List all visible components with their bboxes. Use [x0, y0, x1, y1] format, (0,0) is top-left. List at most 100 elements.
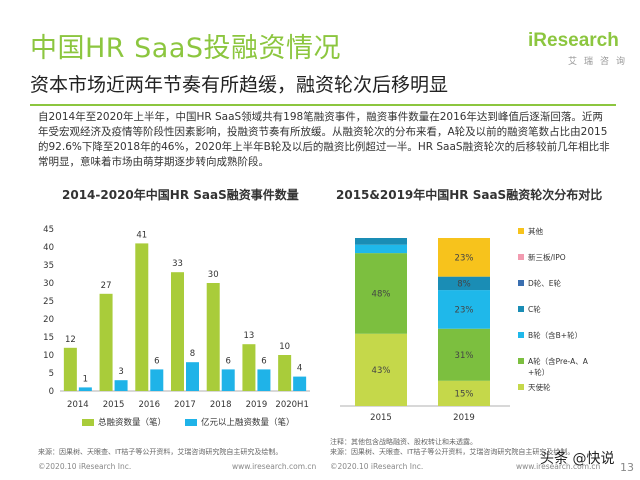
bar-total-2020H1 [278, 355, 292, 391]
logo-text: iResearch [528, 30, 619, 51]
y-tick-label: 35 [43, 261, 54, 271]
x-tick-label: 2017 [174, 400, 196, 410]
page-number: 13 [620, 461, 634, 474]
bar-large-2017 [186, 362, 199, 391]
bar-total-2019 [242, 344, 256, 391]
footer-left-copyright: ©2020.10 iResearch Inc. [38, 462, 132, 471]
data-label: 8 [190, 349, 195, 359]
x-tick-label: 2019 [453, 413, 475, 423]
bar-large-2016 [150, 369, 164, 391]
data-label: 10 [279, 342, 290, 352]
header-divider [30, 104, 616, 106]
data-label: 1 [83, 374, 88, 384]
x-tick-label: 2018 [210, 400, 232, 410]
y-tick-label: 25 [43, 297, 54, 307]
legend-swatch-0 [82, 419, 94, 426]
logo-subtext: 艾瑞咨询 [568, 57, 633, 67]
data-label: 6 [154, 356, 159, 366]
segment-label: 8% [457, 279, 471, 289]
segment-label: 31% [455, 351, 474, 361]
data-label: 27 [101, 281, 112, 291]
bar-total-2018 [206, 283, 220, 391]
legend-label-0: 其他 [528, 226, 543, 236]
data-label: 41 [136, 230, 147, 240]
legend-label-3: C轮 [528, 304, 541, 314]
x-tick-label: 2019 [246, 400, 268, 410]
bar-total-2015 [99, 293, 113, 391]
y-tick-label: 45 [43, 225, 54, 235]
y-tick-label: 40 [43, 243, 54, 253]
legend-swatch-3 [518, 306, 524, 312]
y-tick-label: 15 [43, 333, 54, 343]
legend-label-0: 总融资数量（笔） [98, 417, 166, 428]
legend-swatch-1 [185, 419, 197, 426]
segment-label: 23% [455, 253, 474, 263]
bar-large-2018 [221, 369, 235, 391]
legend-swatch-6 [518, 384, 524, 390]
bar-large-2014 [78, 387, 92, 391]
data-label: 4 [297, 364, 302, 374]
legend-swatch-5 [518, 358, 524, 364]
segment-2015-0 [355, 333, 407, 406]
legend-swatch-1 [518, 254, 524, 260]
page-subtitle: 资本市场近两年节奏有所趋缓，融资轮次后移明显 [30, 74, 449, 96]
x-tick-label: 2015 [370, 413, 392, 423]
segment-label: 43% [372, 366, 391, 376]
segment-2019-2 [438, 290, 490, 329]
page-title: 中国HR SaaS投融资情况 [30, 33, 342, 64]
segment-2019-1 [438, 328, 490, 381]
segment-label: 15% [455, 389, 474, 399]
y-tick-label: 30 [43, 279, 54, 289]
legend-label-1: 新三板/IPO [528, 252, 566, 262]
x-tick-label: 2015 [103, 400, 125, 410]
bar-large-2020H1 [293, 376, 307, 391]
segment-2019-6 [438, 238, 490, 277]
right-source-note: 来源：因果树、天眼查、IT桔子等公开资料，艾瑞咨询研究院自主研究及绘制。 [330, 448, 575, 456]
right-note: 注释：其他包含战略融资、股权转让和未透露。 [330, 438, 477, 446]
bar-total-2016 [135, 243, 149, 391]
bar-total-2017 [171, 272, 184, 391]
bar-total-2014 [63, 347, 77, 391]
y-tick-label: 20 [43, 315, 54, 325]
data-label: 12 [65, 335, 76, 345]
segment-2019-0 [438, 380, 490, 406]
y-tick-label: 10 [43, 351, 54, 361]
legend-label-2: D轮、E轮 [528, 278, 562, 288]
data-label: 30 [208, 270, 219, 280]
legend-label-6: 天使轮 [528, 382, 551, 392]
data-label: 6 [261, 356, 266, 366]
bar-large-2015 [114, 380, 128, 391]
left-chart-title: 2014-2020年中国HR SaaS融资事件数量 [62, 188, 299, 202]
legend-label-1: 亿元以上融资数量（笔） [201, 417, 295, 428]
y-tick-label: 0 [49, 387, 54, 397]
segment-label: 23% [455, 305, 474, 315]
segment-label: 48% [372, 289, 391, 299]
watermark-text: 头条 @快说 [540, 451, 615, 467]
footer-right-copyright: ©2020.10 iResearch Inc. [330, 462, 424, 471]
data-label: 13 [244, 331, 255, 341]
legend-label-4: B轮（含B+轮） [528, 330, 582, 340]
x-tick-label: 2016 [138, 400, 160, 410]
iresearch-logo: iResearch 艾瑞咨询 [528, 30, 626, 74]
x-tick-label: 2020H1 [275, 400, 308, 410]
summary-paragraph: 自2014年至2020年上半年，中国HR SaaS领域共有198笔融资事件，融资… [38, 111, 610, 168]
x-tick-label: 2014 [67, 400, 89, 410]
legend-label-5: +轮） [528, 367, 549, 377]
segment-2015-3 [355, 238, 407, 245]
data-label: 3 [118, 367, 123, 377]
data-label: 6 [226, 356, 231, 366]
legend-swatch-2 [518, 280, 524, 286]
bar-large-2019 [257, 369, 271, 391]
legend-swatch-0 [518, 228, 524, 234]
left-bar-chart: 0 5 10 15 20 25 30 35 40 45 12 1 2014 27 3 2015 41 6 2016 3… [43, 225, 310, 428]
segment-2015-2 [355, 244, 407, 254]
left-source-note: 来源：因果树、天眼查、IT桔子等公开资料，艾瑞咨询研究院自主研究及绘制。 [38, 448, 283, 456]
legend-label-5: A轮（含Pre-A、A [528, 356, 589, 366]
segment-2019-3 [438, 276, 490, 291]
segment-2015-1 [355, 253, 407, 334]
legend-swatch-4 [518, 332, 524, 338]
right-chart-title: 2015&2019年中国HR SaaS融资轮次分布对比 [336, 188, 603, 202]
footer-left-url: www.iresearch.com.cn [232, 462, 317, 471]
y-tick-label: 5 [49, 369, 54, 379]
